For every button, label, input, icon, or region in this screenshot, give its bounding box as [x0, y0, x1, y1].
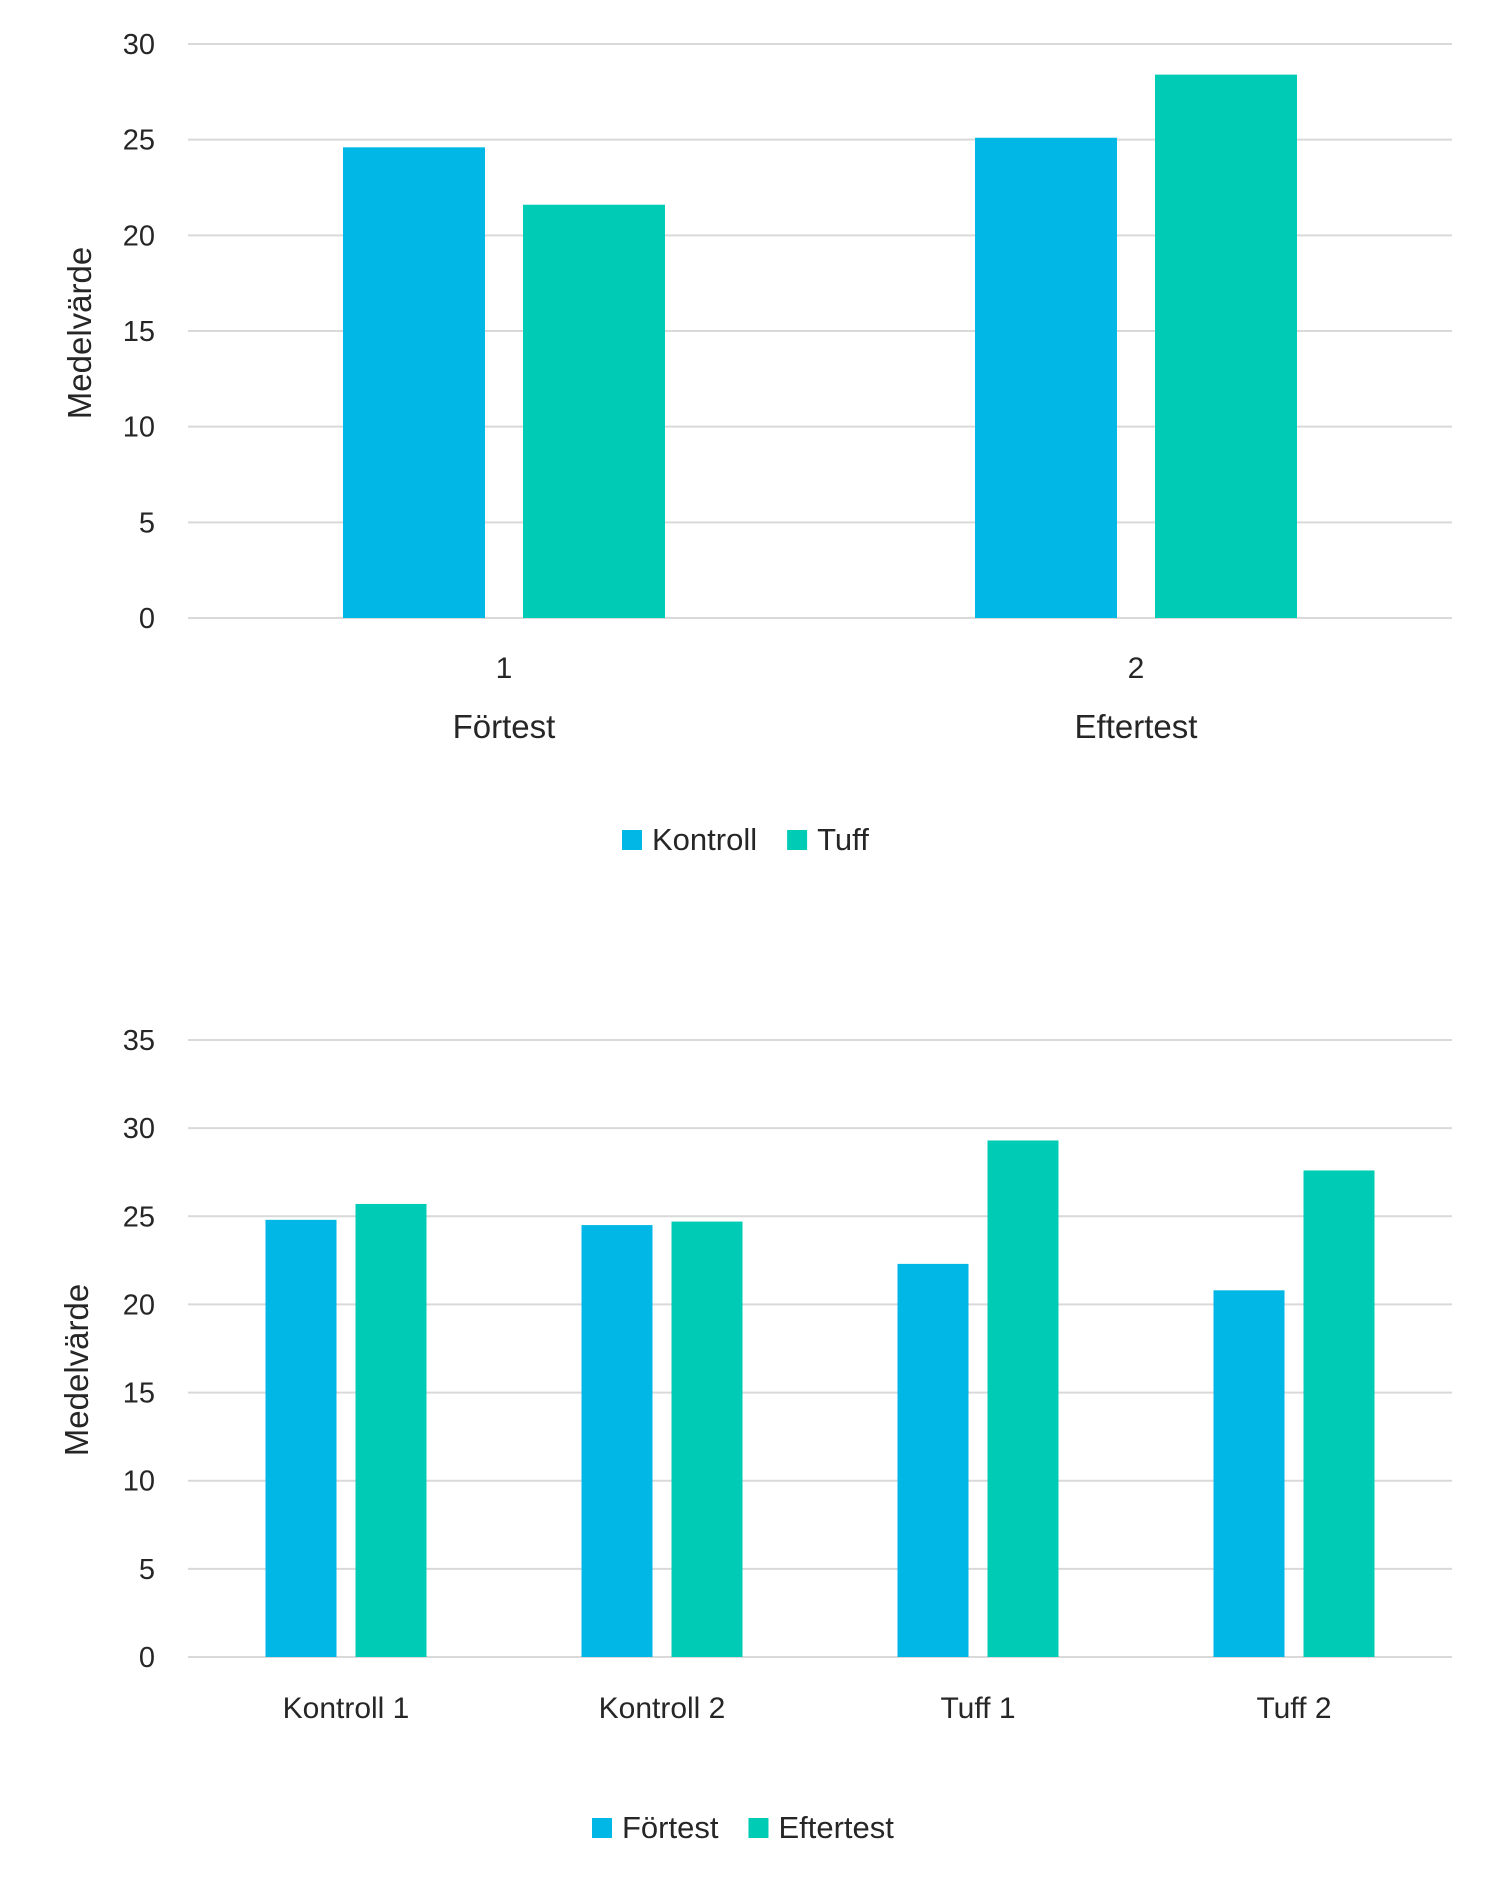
y-tick-label: 0 [139, 603, 155, 635]
y-tick-label: 25 [123, 125, 155, 157]
bars [343, 74, 1297, 618]
y-tick-label: 10 [123, 412, 155, 444]
y-tick-label: 15 [123, 1378, 155, 1410]
legend-item: Eftertest [748, 1810, 894, 1845]
legend-label: Tuff [817, 822, 869, 857]
bar-eftertest-kontroll-1 [355, 1203, 427, 1657]
legend-label: Kontroll [652, 822, 757, 857]
bar-eftertest-kontroll-2 [671, 1221, 743, 1657]
y-tick-label: 15 [123, 316, 155, 348]
y-tick-label: 10 [123, 1466, 155, 1498]
bar-förtest-tuff-2 [1213, 1290, 1285, 1657]
y-tick-label: 5 [139, 507, 155, 539]
bar-förtest-kontroll-1 [265, 1219, 337, 1657]
bar-eftertest-tuff-2 [1303, 1170, 1375, 1657]
legend-item: Tuff [787, 822, 869, 857]
legend-item: Förtest [592, 1810, 719, 1845]
legend: Kontroll Tuff [622, 822, 869, 857]
legend-label: Förtest [622, 1810, 719, 1845]
y-tick-label: 0 [139, 1642, 155, 1674]
bar-förtest-tuff-1 [897, 1263, 969, 1657]
bar-tuff-1 [523, 204, 665, 618]
y-tick-label: 35 [123, 1025, 155, 1057]
x-category-label: Kontroll 2 [599, 1692, 726, 1725]
chart-bottom: 0 5 10 15 20 25 30 35 Kontroll 1 Kontroll 2 Tuff … [58, 1025, 1452, 1845]
bar-tuff-2 [1155, 74, 1297, 618]
x-category-labels: Kontroll 1 Kontroll 2 Tuff 1 Tuff 2 [283, 1692, 1332, 1725]
bar-kontroll-1 [343, 147, 485, 618]
bars [265, 1140, 1375, 1657]
y-tick-label: 20 [123, 1289, 155, 1321]
x-group-label: Förtest [453, 708, 556, 745]
y-tick-label: 30 [123, 1113, 155, 1145]
x-category-label: 1 [496, 652, 513, 685]
y-tick-label: 5 [139, 1554, 155, 1586]
legend-swatch [787, 830, 808, 850]
x-category-label: 2 [1128, 652, 1145, 685]
y-tick-label: 30 [123, 29, 155, 61]
bar-förtest-kontroll-2 [581, 1225, 653, 1657]
x-group-labels: Förtest Eftertest [453, 708, 1198, 745]
x-category-label: Tuff 2 [1256, 1692, 1331, 1725]
y-tick-label: 20 [123, 220, 155, 252]
x-group-label: Eftertest [1075, 708, 1198, 745]
y-axis-label: Medelvärde [61, 247, 98, 419]
x-category-label: Tuff 1 [940, 1692, 1015, 1725]
bar-kontroll-2 [975, 137, 1117, 618]
y-tick-labels: 0 5 10 15 20 25 30 35 [123, 1025, 155, 1674]
legend-label: Eftertest [778, 1810, 894, 1845]
x-category-label: Kontroll 1 [283, 1692, 410, 1725]
legend: Förtest Eftertest [592, 1810, 894, 1845]
legend-swatch [592, 1818, 612, 1838]
legend-swatch [622, 830, 642, 850]
bar-eftertest-tuff-1 [987, 1140, 1059, 1657]
legend-item: Kontroll [622, 822, 757, 857]
legend-swatch [748, 1818, 769, 1838]
y-tick-labels: 0 5 10 15 20 25 30 [123, 29, 155, 635]
y-axis-label: Medelvärde [58, 1284, 95, 1456]
y-tick-label: 25 [123, 1201, 155, 1233]
